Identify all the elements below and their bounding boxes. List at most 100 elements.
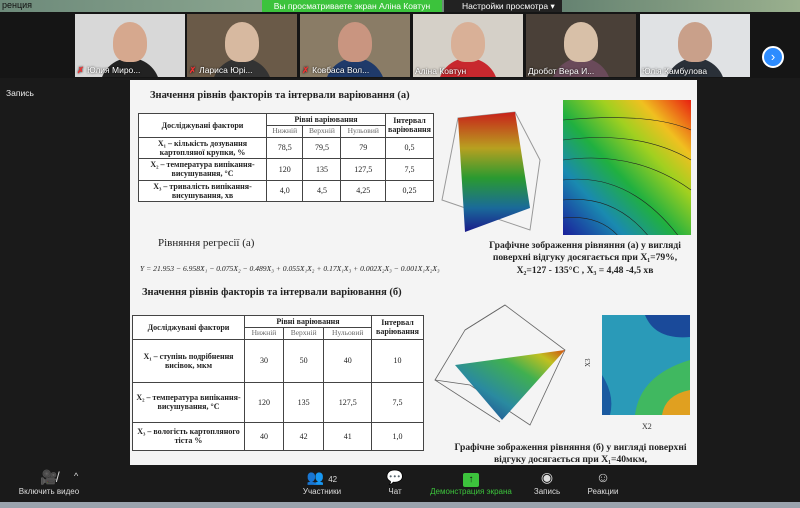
participant-tile[interactable]: Аліна Ковтун xyxy=(413,14,523,77)
viewing-banner: Вы просматриваете экран Аліна Ковтун xyxy=(262,0,442,12)
caption-a: Графічне зображення рівняння (а) у вигля… xyxy=(489,240,681,276)
header-levels: Рівні варіювання xyxy=(244,314,372,329)
participants-label: Участники xyxy=(302,487,342,496)
interval-cell: 7,5 xyxy=(385,158,434,181)
participant-name: Юлія Камбулова xyxy=(642,66,708,76)
high-cell: 135 xyxy=(302,158,342,181)
table-row: X₁ – ступінь подрібнення висівок, мкм 30 5… xyxy=(132,338,424,383)
participant-name: Лариса Юрі... xyxy=(199,65,253,75)
mic-muted-icon: ✗ xyxy=(302,65,310,75)
interval-cell: 0,5 xyxy=(385,136,434,160)
factor-cell: X₃ – вологість картопляного тіста % xyxy=(132,421,245,451)
table-a-title: Значення рівнів факторів та інтервали ва… xyxy=(150,90,410,101)
table-row: X₂ – температура випікання-висушування, … xyxy=(138,158,434,181)
caption-b: Графічне зображення рівняння (б) у вигля… xyxy=(454,442,687,466)
high-cell: 4,5 xyxy=(302,179,342,202)
header-interval: Інтервал варіювання xyxy=(385,113,434,138)
header-low: Нижній xyxy=(265,125,304,138)
participant-tile[interactable]: ✗ Ковбаса Вол... xyxy=(300,14,410,77)
contour-region xyxy=(645,315,690,338)
low-cell: 30 xyxy=(244,338,284,383)
high-cell: 42 xyxy=(282,421,325,451)
reactions-label: Реакции xyxy=(587,487,619,496)
zero-cell: 79 xyxy=(340,136,387,160)
video-options-caret[interactable]: ^ xyxy=(74,471,79,481)
header-high: Верхній xyxy=(302,125,342,138)
mic-muted-icon: ✗ xyxy=(189,65,197,75)
chat-button[interactable]: 💬 Чат xyxy=(380,467,410,496)
low-cell: 78,5 xyxy=(265,136,304,160)
high-cell: 79,5 xyxy=(302,136,342,160)
table-b: Досліджувані фактори Рівні варіювання Інте… xyxy=(132,314,424,451)
interval-cell: 7,5 xyxy=(371,381,424,423)
chat-label: Чат xyxy=(388,487,402,496)
interval-cell: 10 xyxy=(371,338,424,383)
participant-name: Ковбаса Вол... xyxy=(312,65,370,75)
factor-cell: X₁ – ступінь подрібнення висівок, мкм xyxy=(132,338,245,383)
start-video-button[interactable]: 🎥̸ Включить видео xyxy=(14,467,84,496)
table-b-title: Значення рівнів факторів та інтервали ва… xyxy=(142,287,402,298)
participant-tile[interactable]: Дробот Вера И... xyxy=(526,14,636,77)
header-interval: Інтервал варіювання xyxy=(371,315,424,340)
record-icon: ◉ xyxy=(540,469,554,485)
table-row: X₃ – вологість картопляного тіста % 40 42 4… xyxy=(132,421,424,451)
participants-icon: 👥 42 xyxy=(306,469,338,485)
participants-count: 42 xyxy=(328,475,338,484)
contour-region xyxy=(602,375,612,415)
contour-region xyxy=(662,390,690,415)
header-high: Верхній xyxy=(282,327,325,340)
regression-label: Рівняння регресії (а) xyxy=(158,237,255,249)
participant-name: Аліна Ковтун xyxy=(415,66,467,76)
table-row: X₁ – кількість дозування картопляної кру… xyxy=(138,136,434,160)
surface xyxy=(455,350,565,420)
header-zero: Нульовий xyxy=(340,125,387,138)
share-screen-icon: ↑ xyxy=(463,473,479,487)
participant-tile[interactable]: ✗ Юлия Миро... xyxy=(75,14,185,77)
view-settings-button[interactable]: Настройки просмотра ▾ xyxy=(444,0,562,12)
contour-plot-a xyxy=(563,100,691,235)
header-levels: Рівні варіювання xyxy=(265,112,387,127)
conference-label: ренция xyxy=(2,0,33,10)
table-a: Досліджувані фактори Рівні варіювання Інте… xyxy=(138,112,434,202)
factor-cell: X₃ – тривалість випікання-висушування, х… xyxy=(138,179,267,202)
participant-tile[interactable]: Юлія Камбулова xyxy=(640,14,750,77)
contour-lines xyxy=(562,117,692,235)
start-video-label: Включить видео xyxy=(18,487,80,496)
high-cell: 135 xyxy=(282,381,325,423)
reactions-icon: ☺ xyxy=(595,469,611,485)
os-taskbar xyxy=(0,502,800,508)
zero-cell: 127,5 xyxy=(340,158,387,181)
reactions-button[interactable]: ☺ Реакции xyxy=(582,467,624,496)
participants-button[interactable]: 👥 42 Участники xyxy=(296,467,348,496)
surface-plot-b: X2 X3 xyxy=(434,304,690,431)
chat-icon: 💬 xyxy=(386,469,404,485)
zero-cell: 4,25 xyxy=(340,179,387,202)
table-row: X₃ – тривалість випікання-висушування, х… xyxy=(138,179,434,202)
low-cell: 120 xyxy=(265,158,304,181)
share-screen-label: Демонстрация экрана xyxy=(430,487,512,496)
header-zero: Нульовий xyxy=(323,327,372,340)
interval-cell: 1,0 xyxy=(371,421,424,451)
factor-cell: X₂ – температура випікання-висушування, … xyxy=(138,158,267,181)
participant-strip: ✗ Юлия Миро... ✗ Лариса Юрі... ✗ Ковбаса Во… xyxy=(0,12,800,78)
low-cell: 4,0 xyxy=(265,179,304,202)
shared-screen-slide: Значення рівнів факторів та інтервали ва… xyxy=(130,80,697,465)
factor-cell: X₁ – кількість дозування картопляної кру… xyxy=(138,136,267,160)
table-row: X₂ – температура випікання-висушування, … xyxy=(132,381,424,423)
factor-cell: X₂ – температура випікання-висушування, … xyxy=(132,381,245,423)
mic-muted-icon: ✗ xyxy=(77,65,85,75)
record-button[interactable]: ◉ Запись xyxy=(528,467,566,496)
meeting-toolbar: 🎥̸ Включить видео ^ 👥 42 Участники 💬 Чат ↑ Д… xyxy=(0,465,800,502)
record-label: Запись xyxy=(533,487,561,496)
low-cell: 40 xyxy=(244,421,284,451)
video-off-icon: 🎥̸ xyxy=(40,469,58,485)
next-page-button[interactable]: › xyxy=(762,46,784,68)
share-screen-button[interactable]: ↑ Демонстрация экрана xyxy=(425,467,517,496)
zero-cell: 41 xyxy=(323,421,372,451)
header-low: Нижній xyxy=(244,327,284,340)
surface xyxy=(458,112,530,232)
participant-tile[interactable]: ✗ Лариса Юрі... xyxy=(187,14,297,77)
high-cell: 50 xyxy=(282,338,325,383)
recording-indicator: Запись xyxy=(6,88,34,98)
header-factors: Досліджувані фактори xyxy=(132,315,245,340)
